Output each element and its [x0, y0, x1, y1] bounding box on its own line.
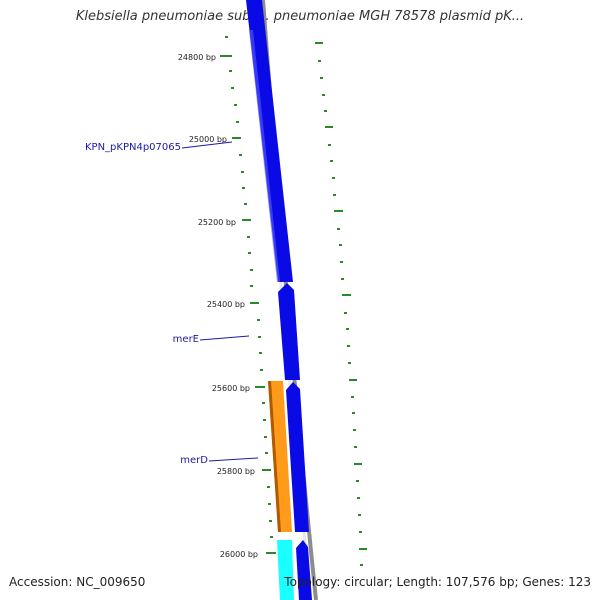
leader-line-mere — [199, 335, 250, 341]
tick-label-25800: 25800 bp — [217, 467, 255, 476]
tick-marks-right — [315, 42, 367, 566]
accession-label: Accession: NC_009650 — [9, 575, 146, 589]
gene-label-kpn-pkpn4p07065[interactable]: KPN_pKPN4p07065 — [85, 142, 181, 153]
gene-label-mere[interactable]: merE — [173, 334, 199, 345]
plasmid-title: Klebsiella pneumoniae subsp. pneumoniae … — [75, 9, 525, 24]
gene-cyan[interactable] — [277, 540, 294, 600]
tick-label-24800: 24800 bp — [178, 53, 216, 62]
leader-line-kpn-pkpn4p07065 — [181, 141, 233, 149]
tick-label-25200: 25200 bp — [198, 218, 236, 227]
gene-mere[interactable] — [278, 283, 300, 380]
gene-kpn-pkpn4p07065[interactable] — [246, 0, 293, 282]
summary-label: Topology: circular; Length: 107,576 bp; … — [284, 575, 591, 589]
gene-merd[interactable] — [268, 381, 292, 532]
gene-merd-shadow — [268, 381, 281, 532]
tick-label-25400: 25400 bp — [207, 300, 245, 309]
tick-label-26000: 26000 bp — [220, 550, 258, 559]
tick-marks-left — [220, 36, 276, 554]
tick-label-25600: 25600 bp — [212, 384, 250, 393]
tick-label-25000: 25000 bp — [189, 135, 227, 144]
leader-line-merd — [208, 457, 259, 462]
gene-blue-bottom[interactable] — [296, 540, 312, 600]
gene-label-merd[interactable]: merD — [180, 455, 208, 466]
gene-merd-blue[interactable] — [286, 382, 309, 532]
gene-kpn-pkpn4p07065-highlight — [249, 30, 280, 282]
